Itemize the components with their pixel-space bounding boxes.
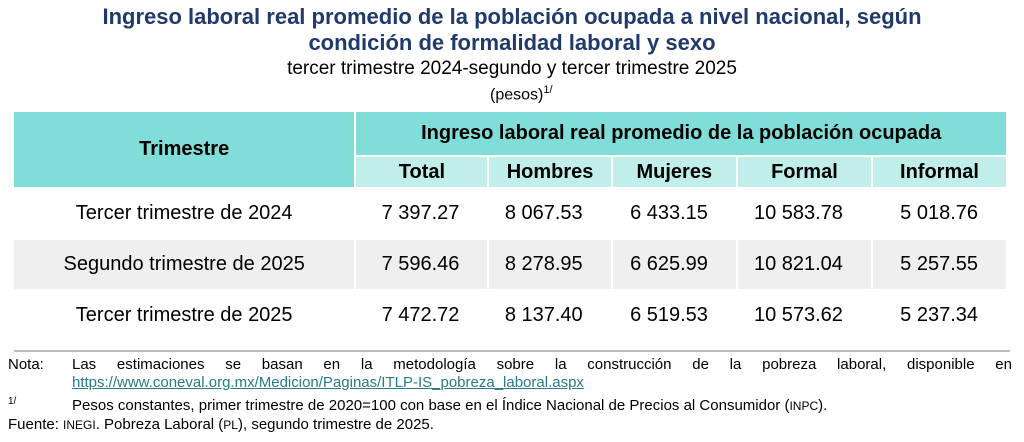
table-row: Tercer trimestre de 2025 7 472.72 8 137.… (14, 291, 1006, 340)
inpc-abbr: INPC (789, 399, 819, 413)
coneval-link[interactable]: https://www.coneval.org.mx/Medicion/Pagi… (72, 374, 584, 391)
header-group: Ingreso laboral real promedio de la pobl… (356, 112, 1006, 155)
cell-total: 7 472.72 (381, 304, 460, 326)
unit-label: (pesos)1/ (490, 84, 553, 104)
header-formal: Formal (737, 157, 871, 187)
table-row: Segundo trimestre de 2025 7 596.46 8 278… (14, 240, 1006, 289)
nota-label: Nota: (8, 356, 44, 373)
cell-mujeres: 6 433.15 (630, 202, 708, 224)
pl-abbr: PL (223, 418, 238, 432)
fuente: Fuente: INEGI. Pobreza Laboral (PL), seg… (8, 416, 434, 434)
cell-formal: 10 583.78 (753, 202, 843, 224)
row-label: Tercer trimestre de 2024 (75, 202, 293, 224)
fuente-text: . Pobreza Laboral ( (95, 416, 224, 433)
cell-informal: 5 018.76 (900, 202, 978, 224)
footnote-end: ). (818, 397, 828, 414)
footnote-body: Pesos constantes, primer trimestre de 20… (72, 397, 790, 414)
cell-formal: 10 821.04 (737, 240, 871, 289)
cell-total: 7 596.46 (356, 240, 488, 289)
inegi-abbr: INEGI (63, 418, 96, 432)
unit-footnote-ref: 1/ (543, 84, 553, 96)
cell-informal: 5 257.55 (872, 240, 1006, 289)
subtitle: tercer trimestre 2024-segundo y tercer t… (287, 58, 737, 79)
footnote-text: Pesos constantes, primer trimestre de 20… (72, 397, 827, 415)
row-label: Tercer trimestre de 2025 (75, 304, 293, 326)
cell-mujeres: 6 625.99 (612, 240, 736, 289)
cell-total: 7 397.27 (381, 202, 460, 224)
cell-informal: 5 237.34 (900, 304, 978, 326)
row-label: Segundo trimestre de 2025 (14, 240, 355, 289)
cell-formal: 10 573.62 (753, 304, 843, 326)
nota-text: Las estimaciones se basan en la metodolo… (72, 356, 1012, 373)
title-line-2: condición de formalidad laboral y sexo (308, 30, 716, 55)
title: Ingreso laboral real promedio de la pobl… (102, 4, 922, 29)
cell-mujeres: 6 519.53 (630, 304, 708, 326)
header-hombres: Hombres (489, 157, 611, 187)
footnote-label: 1/ (8, 396, 17, 407)
income-table: Trimestre Ingreso laboral real promedio … (12, 110, 1008, 342)
cell-hombres: 8 067.53 (504, 202, 583, 224)
header-trimestre: Trimestre (14, 112, 355, 187)
unit-text: (pesos) (490, 86, 544, 104)
header-total: Total (356, 157, 488, 187)
divider (14, 350, 1010, 352)
cell-hombres: 8 278.95 (489, 240, 611, 289)
header-mujeres: Mujeres (612, 157, 736, 187)
fuente-label: Fuente: (8, 416, 59, 433)
table-row: Tercer trimestre de 2024 7 397.27 8 067.… (14, 189, 1006, 238)
header-informal: Informal (872, 157, 1006, 187)
cell-hombres: 8 137.40 (504, 304, 583, 326)
fuente-text-end: ), segundo trimestre de 2025. (237, 416, 434, 433)
